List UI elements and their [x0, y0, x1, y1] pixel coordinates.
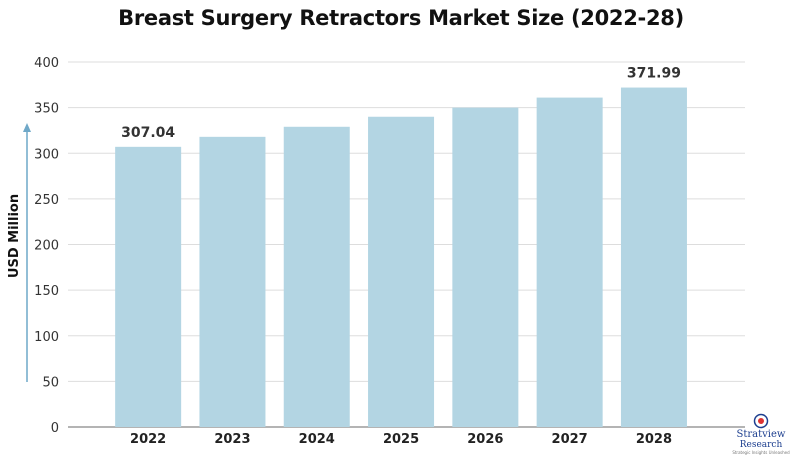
- y-tick-label: 0: [51, 421, 59, 436]
- bar-2022: [115, 146, 182, 428]
- y-axis-label: USD Million: [7, 194, 22, 278]
- x-tick-label: 2027: [552, 432, 588, 447]
- y-tick-label: 350: [34, 102, 59, 117]
- y-tick-label: 400: [34, 56, 59, 71]
- x-tick-label: 2025: [383, 432, 419, 447]
- y-tick-label: 150: [34, 284, 59, 299]
- logo-sub: Research: [739, 440, 783, 450]
- logo-tagline: Strategic Insights Unleashed: [732, 450, 790, 455]
- y-axis-ticks: 0 50 100 150 200 250 300 350 400: [34, 56, 59, 436]
- y-tick-label: 200: [34, 239, 59, 254]
- y-axis-arrow: [23, 123, 31, 382]
- y-tick-label: 50: [42, 375, 59, 390]
- bar-2026: [452, 107, 519, 427]
- bar-2027: [536, 97, 603, 428]
- chart-title: Breast Surgery Retractors Market Size (2…: [118, 6, 684, 30]
- x-tick-label: 2028: [636, 432, 672, 447]
- target-icon: [753, 413, 769, 429]
- data-label-2028: 371.99: [627, 66, 681, 82]
- bar-2023: [199, 136, 266, 427]
- logo-name: Stratview: [736, 429, 786, 440]
- bar-2028: [620, 87, 687, 427]
- x-tick-label: 2024: [299, 432, 335, 447]
- data-labels: 307.04 371.99: [121, 66, 681, 141]
- y-tick-label: 250: [34, 193, 59, 208]
- x-tick-label: 2023: [214, 432, 250, 447]
- stratview-logo: Stratview Research Strategic Insights Un…: [726, 413, 796, 455]
- x-axis-ticks: 2022 2023 2024 2025 2026 2027 2028: [130, 432, 672, 447]
- bar-2024: [283, 126, 350, 427]
- data-label-2022: 307.04: [121, 125, 175, 141]
- y-tick-label: 300: [34, 147, 59, 162]
- x-tick-label: 2026: [467, 432, 503, 447]
- x-tick-label: 2022: [130, 432, 166, 447]
- bar-2025: [368, 116, 435, 427]
- bars: [115, 87, 687, 428]
- y-tick-label: 100: [34, 330, 59, 345]
